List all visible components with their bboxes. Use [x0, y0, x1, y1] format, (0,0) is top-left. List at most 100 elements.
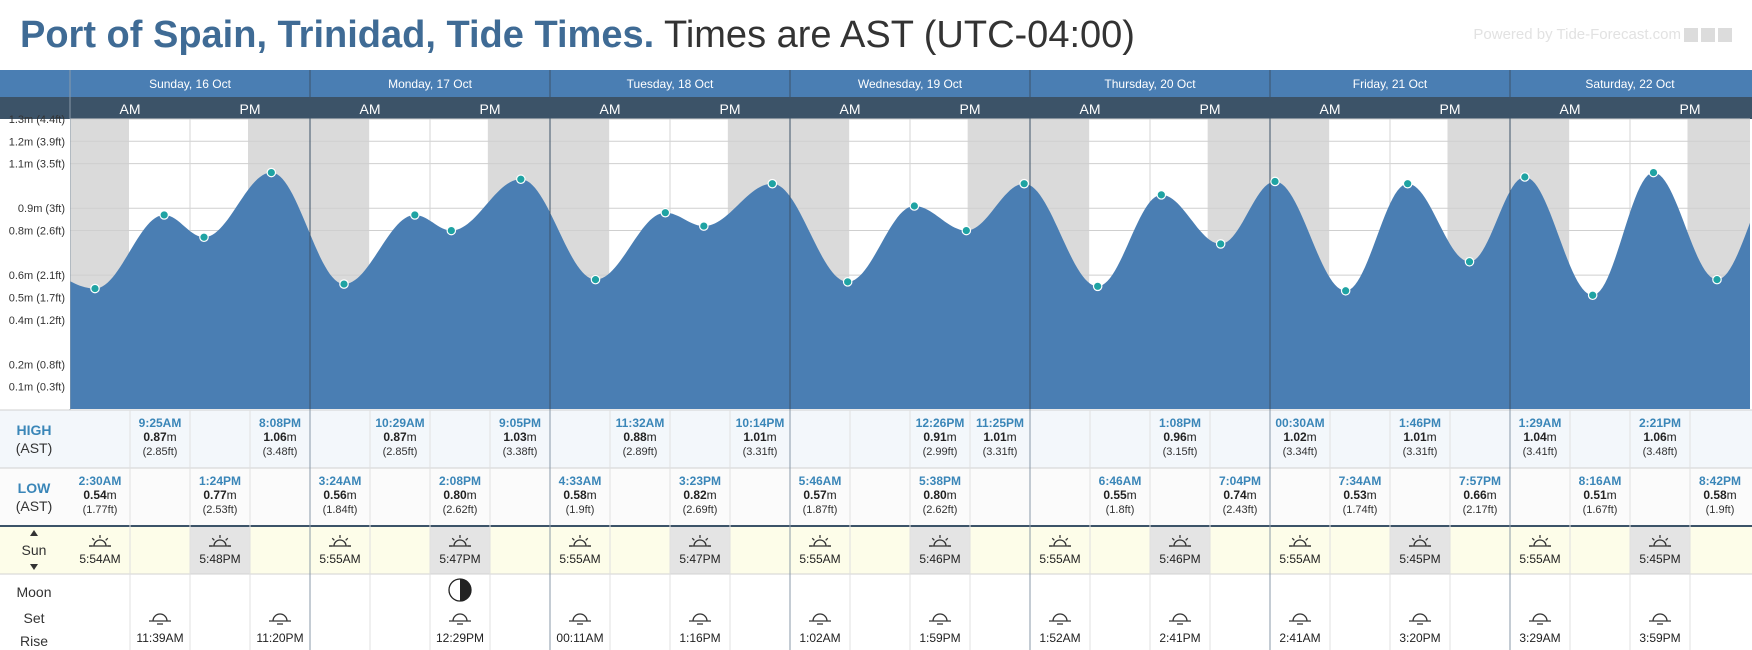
- sun-down-arrow-icon: [30, 564, 38, 570]
- low-tide-point: [446, 225, 457, 236]
- low-tide-point: [339, 279, 349, 289]
- tide-height-m: 0.82m: [683, 488, 716, 502]
- moonrise-icon: [1529, 613, 1551, 625]
- tide-height-unit: m: [1007, 430, 1017, 444]
- tide-time: 11:32AM: [616, 416, 665, 430]
- sunrise-icon: [329, 535, 351, 547]
- tide-time: 10:29AM: [375, 416, 424, 430]
- share-icon[interactable]: [1701, 28, 1715, 43]
- tide-height-ft: (3.31ft): [1403, 446, 1438, 458]
- tide-height-value: 0.58: [1703, 488, 1727, 502]
- low-row-bg: [0, 468, 1752, 526]
- pm-label: PM: [1440, 101, 1461, 117]
- tide-height-ft: (3.48ft): [263, 446, 298, 458]
- sunset-cell-shade: [910, 526, 970, 574]
- tide-height-unit: m: [347, 488, 357, 502]
- moonset-time: 1:59PM: [919, 631, 960, 645]
- tide-height-ft: (1.67ft): [1583, 504, 1618, 516]
- y-tick-label: 0.1m (0.3ft): [9, 382, 65, 394]
- high-row-label: HIGH: [17, 422, 52, 438]
- tide-height-unit: m: [467, 488, 477, 502]
- moon-set-label: Set: [23, 610, 44, 626]
- tide-height-m: 0.96m: [1163, 430, 1196, 444]
- day-header-label: Wednesday, 19 Oct: [858, 77, 963, 91]
- tide-height-m: 1.01m: [983, 430, 1016, 444]
- tide-height-m: 0.56m: [323, 488, 356, 502]
- moonset-icon: [1169, 613, 1191, 625]
- tide-height-unit: m: [227, 488, 237, 502]
- tide-height-value: 0.80: [443, 488, 467, 502]
- tide-height-value: 0.55: [1103, 488, 1127, 502]
- am-label: AM: [120, 101, 141, 117]
- tide-height-unit: m: [587, 488, 597, 502]
- tide-time: 5:46AM: [799, 474, 842, 488]
- tide-time: 6:46AM: [1099, 474, 1142, 488]
- y-tick-label: 0.2m (0.8ft): [9, 359, 65, 371]
- tide-time: 8:42PM: [1699, 474, 1741, 488]
- link-icon[interactable]: [1718, 28, 1732, 43]
- powered-by[interactable]: Powered by Tide-Forecast.com: [1473, 26, 1732, 43]
- moonrise-time: 2:41AM: [1279, 631, 1320, 645]
- tide-height-m: 0.55m: [1103, 488, 1136, 502]
- tide-height-m: 0.80m: [923, 488, 956, 502]
- high-row-bg: [0, 410, 1752, 468]
- day-header-label: Friday, 21 Oct: [1353, 77, 1428, 91]
- tide-time: 1:24PM: [199, 474, 241, 488]
- tide-height-m: 0.87m: [143, 430, 176, 444]
- am-label: AM: [600, 101, 621, 117]
- twitter-icon[interactable]: [1684, 28, 1698, 43]
- moonrise-time: 1:02AM: [799, 631, 840, 645]
- sunset-cell-shade: [190, 526, 250, 574]
- tide-height-m: 1.01m: [1403, 430, 1436, 444]
- moon-rise-label: Rise: [20, 633, 48, 649]
- tide-height-ft: (3.38ft): [503, 446, 538, 458]
- tide-height-value: 1.06: [1643, 430, 1667, 444]
- high-tz-label: (AST): [16, 440, 53, 456]
- moonset-icon: [929, 613, 951, 625]
- tide-height-ft: (3.31ft): [983, 446, 1018, 458]
- tide-height-unit: m: [1247, 488, 1257, 502]
- tide-time: 9:25AM: [139, 416, 182, 430]
- low-tide-point: [699, 221, 709, 231]
- sunrise-icon: [809, 535, 831, 547]
- tide-height-m: 0.57m: [803, 488, 836, 502]
- tide-time: 4:33AM: [559, 474, 602, 488]
- ampm-bar: [0, 97, 1752, 119]
- low-tide-point: [199, 232, 209, 243]
- sunset-cell-shade: [1150, 526, 1210, 574]
- y-tick-label: 0.8m (2.6ft): [9, 226, 65, 238]
- tide-height-m: 0.88m: [623, 430, 656, 444]
- tide-height-ft: (1.74ft): [1343, 504, 1378, 516]
- tide-height-value: 0.57: [803, 488, 827, 502]
- tide-height-unit: m: [167, 430, 177, 444]
- tide-height-unit: m: [287, 430, 297, 444]
- tide-height-ft: (2.17ft): [1463, 504, 1498, 516]
- sunrise-time: 5:55AM: [799, 552, 840, 566]
- tide-area: [70, 172, 1750, 409]
- tide-height-value: 1.01: [983, 430, 1007, 444]
- tide-height-unit: m: [1667, 430, 1677, 444]
- low-tide-point: [1712, 274, 1722, 285]
- sunrise-time: 5:55AM: [559, 552, 600, 566]
- high-tide-point: [1270, 176, 1280, 187]
- tide-time: 7:57PM: [1459, 474, 1501, 488]
- tide-height-value: 1.02: [1283, 430, 1307, 444]
- sunset-cell-shade: [430, 526, 490, 574]
- sunset-time: 5:48PM: [199, 552, 240, 566]
- tide-height-value: 0.87: [143, 430, 167, 444]
- tide-time: 3:24AM: [319, 474, 362, 488]
- day-header-label: Monday, 17 Oct: [388, 77, 472, 91]
- tide-time: 00:30AM: [1275, 416, 1324, 430]
- tide-time: 7:04PM: [1219, 474, 1261, 488]
- moon-row-bg: [0, 574, 1752, 650]
- tide-height-value: 0.88: [623, 430, 647, 444]
- day-header-label: Saturday, 22 Oct: [1585, 77, 1675, 91]
- sunrise-time: 5:55AM: [1279, 552, 1320, 566]
- tide-height-value: 0.51: [1583, 488, 1607, 502]
- tide-height-m: 1.06m: [263, 430, 296, 444]
- tide-height-value: 1.04: [1523, 430, 1547, 444]
- tide-time: 9:05PM: [499, 416, 541, 430]
- sunrise-time: 5:54AM: [79, 552, 120, 566]
- tide-height-m: 1.01m: [743, 430, 776, 444]
